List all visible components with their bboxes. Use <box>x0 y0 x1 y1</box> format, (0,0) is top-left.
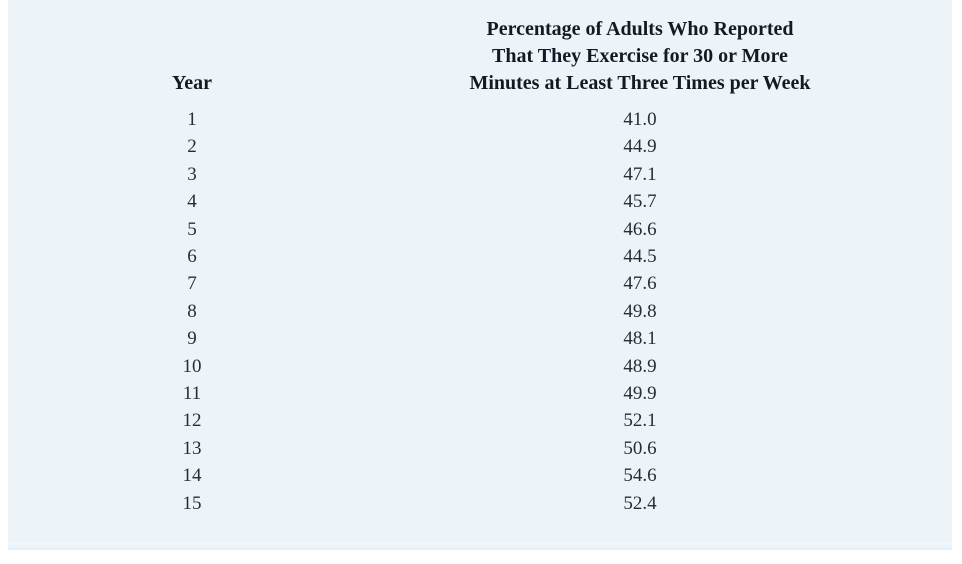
table-row: 10 48.9 <box>8 353 952 380</box>
percentage-value: 54.6 <box>623 465 657 487</box>
year-value: 1 <box>187 109 197 130</box>
table-row: 8 49.8 <box>8 298 952 325</box>
table-row: 2 44.9 <box>8 133 952 160</box>
year-value: 15 <box>182 492 202 514</box>
table-row: 5 46.6 <box>8 216 952 243</box>
percentage-value: 46.6 <box>623 218 657 240</box>
year-value: 14 <box>182 465 202 487</box>
table-row: 6 44.5 <box>8 243 952 270</box>
year-value: 11 <box>182 383 202 405</box>
year-value: 4 <box>187 191 197 213</box>
table-row: 7 47.6 <box>8 270 952 297</box>
year-column-header: Year <box>172 72 212 94</box>
year-value: 13 <box>182 437 202 459</box>
percentage-header-line-1: Percentage of Adults Who Reported <box>486 18 794 40</box>
table-row: 12 52.1 <box>8 407 952 434</box>
percentage-value: 44.5 <box>623 246 657 268</box>
table-row: 11 49.9 <box>8 380 952 407</box>
year-value: 10 <box>182 355 202 377</box>
percentage-value: 52.4 <box>623 492 657 514</box>
table-row: 15 52.4 <box>8 490 952 517</box>
table-header-row: Year Percentage of Adults Who Reported T… <box>8 0 952 97</box>
table-row: 3 47.1 <box>8 161 952 188</box>
percentage-value: 44.9 <box>623 136 657 158</box>
percentage-value: 52.1 <box>623 410 657 432</box>
year-value: 5 <box>187 218 197 240</box>
percentage-header-line-2: That They Exercise for 30 or More <box>492 45 788 67</box>
year-value: 3 <box>187 163 197 185</box>
percentage-value: 48.9 <box>623 355 657 377</box>
year-value: 2 <box>187 136 197 158</box>
table-row: 13 50.6 <box>8 435 952 462</box>
year-value: 8 <box>187 300 197 322</box>
data-table-panel: Year Percentage of Adults Who Reported T… <box>8 0 952 550</box>
percentage-column-header: Percentage of Adults Who Reported That T… <box>376 16 904 97</box>
percentage-value: 45.7 <box>623 191 657 213</box>
year-value: 12 <box>182 410 202 432</box>
percentage-value: 47.6 <box>623 273 657 295</box>
table-row: 14 54.6 <box>8 462 952 489</box>
percentage-value: 50.6 <box>623 437 657 459</box>
table-body: 1 41.0 2 44.9 3 47.1 4 45.7 5 46.6 6 44.… <box>8 106 952 517</box>
percentage-header-line-3: Minutes at Least Three Times per Week <box>469 72 811 94</box>
table-row: 4 45.7 <box>8 188 952 215</box>
table-row: 9 48.1 <box>8 325 952 352</box>
year-value: 6 <box>187 246 197 268</box>
percentage-value: 49.9 <box>623 383 657 405</box>
table-row: 1 41.0 <box>8 106 952 133</box>
percentage-value: 47.1 <box>623 163 657 185</box>
percentage-value: 49.8 <box>623 300 657 322</box>
percentage-value: 48.1 <box>623 328 657 350</box>
percentage-value: 41.0 <box>623 109 657 130</box>
year-value: 9 <box>187 328 197 350</box>
year-value: 7 <box>187 273 197 295</box>
